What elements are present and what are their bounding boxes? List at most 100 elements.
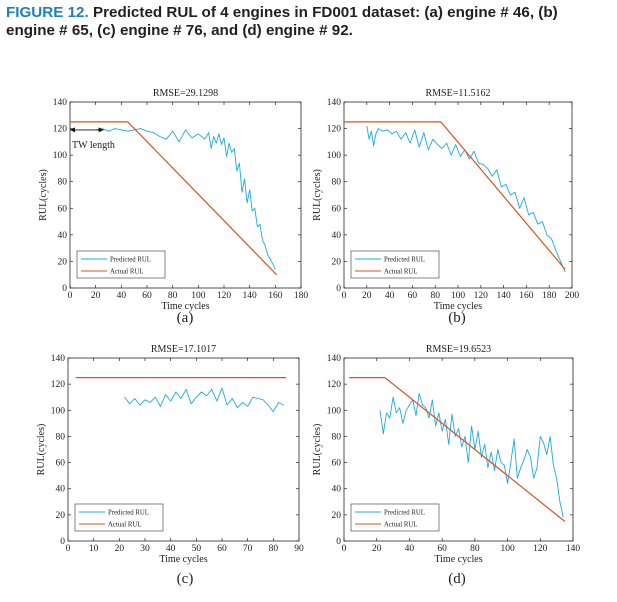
panel-label: (c): [177, 571, 194, 587]
x-tick-label: 120: [474, 291, 489, 301]
x-tick-label: 40: [117, 291, 127, 301]
y-tick-label: 20: [332, 257, 342, 267]
x-tick-label: 80: [470, 544, 480, 554]
y-tick-label: 60: [58, 204, 68, 214]
legend-entry-label: Actual RUL: [110, 269, 143, 276]
x-tick-label: 60: [408, 291, 418, 301]
x-tick-label: 40: [385, 291, 395, 301]
y-tick-label: 140: [51, 354, 66, 364]
x-tick-label: 100: [191, 291, 206, 301]
tw-arrowhead-left: [70, 127, 75, 133]
y-tick-label: 0: [336, 537, 341, 547]
x-tick-label: 0: [342, 544, 347, 554]
y-tick-label: 140: [53, 98, 68, 108]
tw-length-label: TW length: [72, 140, 115, 151]
x-tick-label: 140: [243, 291, 258, 301]
y-tick-label: 20: [332, 511, 342, 521]
actual-rul-line: [70, 121, 278, 276]
x-tick-label: 30: [140, 544, 150, 554]
y-tick-label: 120: [53, 125, 68, 135]
x-tick-label: 0: [68, 291, 73, 301]
y-tick-label: 80: [332, 432, 342, 442]
x-tick-label: 60: [437, 544, 447, 554]
chart-title: RMSE=19.6523: [426, 344, 491, 355]
y-tick-label: 80: [58, 178, 68, 188]
x-tick-label: 40: [166, 544, 176, 554]
y-axis-label: RUL(cycles): [38, 169, 49, 221]
y-tick-label: 80: [332, 178, 342, 188]
x-tick-label: 10: [89, 544, 99, 554]
x-tick-label: 80: [269, 544, 279, 554]
x-tick-label: 50: [192, 544, 202, 554]
plot-frame: [343, 101, 573, 289]
legend-entry-label: Actual RUL: [108, 522, 141, 529]
panel-label: (a): [177, 310, 194, 326]
x-tick-label: 100: [500, 544, 515, 554]
x-tick-label: 80: [168, 291, 178, 301]
tw-arrowhead-right: [98, 127, 104, 133]
y-tick-label: 40: [56, 485, 66, 495]
x-tick-label: 20: [91, 291, 101, 301]
figure-caption: FIGURE 12. Predicted RUL of 4 engines in…: [6, 4, 606, 40]
x-tick-label: 60: [217, 544, 227, 554]
x-tick-label: 140: [566, 544, 581, 554]
y-axis-label: RUL(cycles): [312, 424, 323, 476]
y-tick-label: 80: [56, 432, 66, 442]
x-axis-label: Time cycles: [434, 301, 482, 312]
y-tick-label: 100: [53, 151, 68, 161]
x-tick-label: 160: [519, 291, 534, 301]
y-tick-label: 60: [332, 204, 342, 214]
y-tick-label: 100: [51, 406, 66, 416]
y-tick-label: 120: [327, 380, 342, 390]
y-axis-label: RUL(cycles): [312, 169, 323, 221]
chart-panel-d: 0 20 40 60 80 100 120 140 0 20 40 60 80 100 120 140 RMSE…: [312, 344, 580, 587]
figure-caption-text: Predicted RUL of 4 engines in FD001 data…: [6, 4, 558, 39]
y-tick-label: 40: [58, 231, 68, 241]
chart-title: RMSE=11.5162: [426, 88, 491, 99]
x-tick-label: 20: [115, 544, 125, 554]
y-tick-label: 120: [51, 380, 66, 390]
x-axis-label: Time cycles: [434, 554, 482, 565]
y-tick-label: 40: [332, 485, 342, 495]
x-tick-label: 40: [405, 544, 415, 554]
legend-box: [350, 503, 440, 532]
chart-title: RMSE=17.1017: [151, 344, 216, 355]
x-tick-label: 140: [496, 291, 511, 301]
legend-box: [350, 250, 440, 279]
x-tick-label: 20: [372, 544, 382, 554]
legend-box: [76, 250, 166, 279]
legend-entry-label: Actual RUL: [384, 269, 417, 276]
chart-panel-c: 0 10 20 30 40 50 60 70 80 90 0 20 40 60 80 100 120 140 RMS…: [36, 344, 304, 587]
x-axis-label: Time cycles: [159, 554, 207, 565]
predicted-rul-line: [95, 128, 276, 270]
x-tick-label: 120: [533, 544, 548, 554]
y-tick-label: 0: [336, 284, 341, 294]
actual-rul-line: [344, 121, 566, 270]
figure-label: FIGURE 12.: [6, 4, 89, 21]
x-tick-label: 80: [430, 291, 440, 301]
chart-panel-b: 0 20 40 60 80 100 120 140 160 180 200 0 20 40 60 80 100 1…: [312, 88, 579, 326]
x-tick-label: 0: [342, 291, 347, 301]
legend-entry-label: Predicted RUL: [108, 510, 149, 517]
x-tick-label: 160: [268, 291, 283, 301]
x-tick-label: 90: [294, 544, 304, 554]
legend-entry-label: Actual RUL: [384, 522, 417, 529]
y-tick-label: 40: [332, 231, 342, 241]
y-tick-label: 60: [332, 459, 342, 469]
x-tick-label: 70: [243, 544, 253, 554]
legend-entry-label: Predicted RUL: [384, 510, 425, 517]
predicted-rul-line: [366, 125, 566, 273]
legend-entry-label: Predicted RUL: [384, 257, 425, 264]
x-tick-label: 0: [66, 544, 71, 554]
y-tick-label: 120: [327, 125, 342, 135]
legend-box: [74, 503, 164, 532]
x-tick-label: 20: [362, 291, 372, 301]
chart-title: RMSE=29.1298: [153, 88, 218, 99]
y-tick-label: 100: [327, 151, 342, 161]
x-axis-label: Time cycles: [161, 301, 209, 312]
x-tick-label: 60: [142, 291, 152, 301]
y-tick-label: 140: [327, 354, 342, 364]
y-tick-label: 0: [62, 284, 67, 294]
x-tick-label: 200: [565, 291, 580, 301]
